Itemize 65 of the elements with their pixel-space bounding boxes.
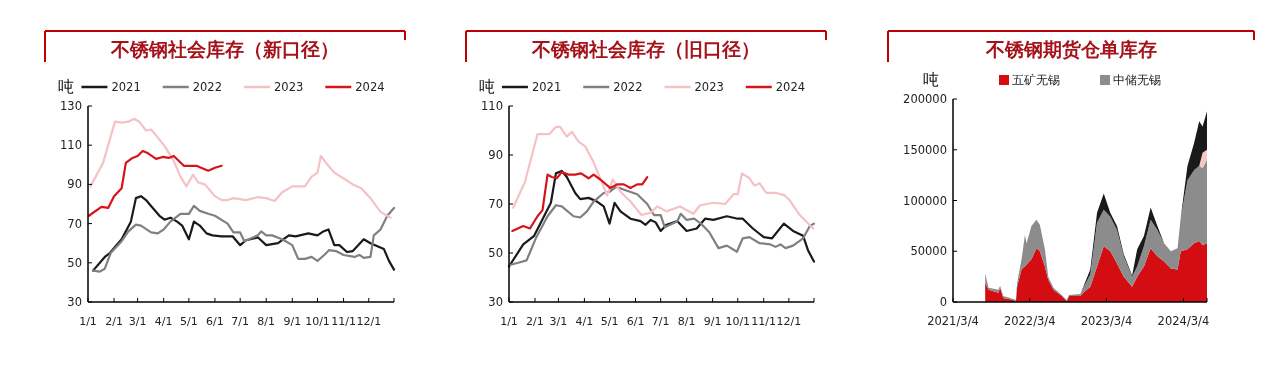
x-tick-label: 2022/3/4 [1003, 314, 1056, 328]
line-series [507, 185, 816, 267]
y-tick-label: 50000 [910, 244, 947, 259]
x-tick-label: 8/1 [257, 315, 276, 328]
x-tick-label: 6/1 [626, 315, 645, 328]
x-tick-label: 3/1 [549, 315, 568, 328]
legend-label: 中储无锡 [1113, 73, 1161, 87]
y-tick-label: 30 [67, 295, 82, 309]
legend-label: 2022 [192, 80, 222, 94]
y-tick-label: 90 [488, 148, 503, 162]
legend-label: 2024 [775, 80, 806, 94]
x-tick-label: 7/1 [231, 315, 250, 328]
legend-label: 2022 [613, 80, 643, 94]
x-tick-label: 11/1 [331, 315, 356, 328]
y-tick-label: 100000 [903, 193, 947, 208]
legend-label: 2024 [355, 80, 385, 94]
x-tick-label: 3/1 [128, 315, 147, 328]
legend-label: 2023 [274, 80, 304, 94]
line-series [89, 117, 392, 219]
x-tick-label: 2023/3/4 [1080, 314, 1133, 328]
x-tick-label: 9/1 [703, 315, 722, 328]
chart-title: 不锈钢社会库存（旧口径） [531, 38, 760, 60]
x-tick-label: 4/1 [154, 315, 173, 328]
y-tick-label: 50 [488, 246, 503, 260]
y-tick-label: 200000 [903, 92, 947, 106]
y-tick-label: 150000 [903, 142, 947, 157]
y-tick-label: 70 [67, 216, 82, 231]
x-tick-label: 12/1 [356, 315, 382, 328]
legend-label: 2023 [694, 80, 724, 94]
x-tick-label: 10/1 [305, 315, 330, 328]
line-series [511, 171, 649, 233]
x-tick-label: 4/1 [575, 315, 594, 328]
x-tick-label: 10/1 [725, 315, 751, 328]
y-tick-label: 70 [488, 197, 503, 211]
y-tick-label: 130 [60, 99, 82, 113]
y-tick-label: 50 [67, 255, 82, 270]
x-tick-label: 8/1 [677, 315, 696, 328]
x-tick-label: 6/1 [206, 315, 224, 328]
line-series [87, 149, 223, 217]
x-tick-label: 5/1 [600, 315, 619, 328]
legend-label: 五矿无锡 [1012, 73, 1060, 87]
y-axis-title: 吨 [479, 77, 495, 96]
line-series [512, 125, 815, 230]
x-tick-label: 1/1 [500, 315, 518, 328]
legend-label: 2021 [111, 80, 141, 94]
x-tick-label: 7/1 [651, 315, 670, 328]
legend-label: 2021 [531, 80, 562, 94]
y-tick-label: 30 [488, 295, 503, 309]
y-tick-label: 110 [60, 138, 82, 153]
y-axis-title: 吨 [923, 70, 939, 89]
x-tick-label: 12/1 [776, 315, 802, 328]
chart-title: 不锈钢社会库存（新口径） [110, 38, 339, 60]
x-tick-label: 2021/3/4 [927, 314, 979, 328]
x-tick-label: 2024/3/4 [1157, 314, 1210, 328]
x-tick-label: 9/1 [283, 315, 302, 328]
y-tick-label: 110 [481, 99, 503, 113]
chart-title: 不锈钢期货仓单库存 [984, 38, 1157, 60]
x-tick-label: 5/1 [180, 315, 198, 328]
y-tick-label: 90 [67, 177, 82, 192]
x-tick-label: 2/1 [526, 315, 544, 328]
y-tick-label: 0 [939, 295, 947, 309]
y-axis-title: 吨 [58, 77, 74, 96]
x-tick-label: 11/1 [751, 315, 777, 328]
x-tick-label: 1/1 [79, 315, 97, 328]
x-tick-label: 2/1 [105, 315, 123, 328]
